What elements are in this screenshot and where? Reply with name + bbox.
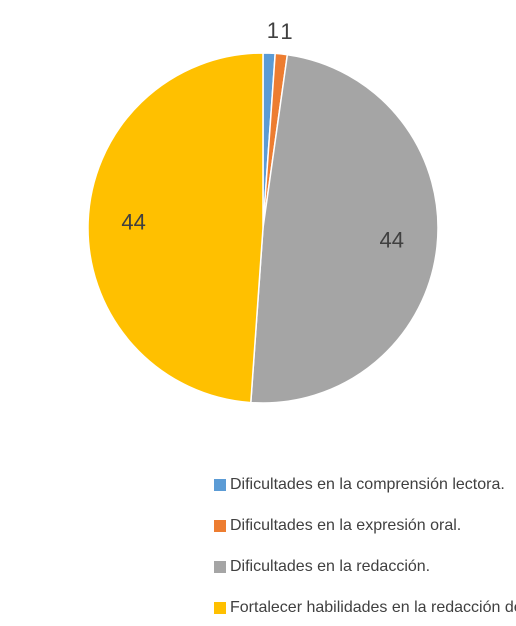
pie-slice <box>87 52 264 404</box>
data-label: 44 <box>121 209 145 234</box>
pie-slice <box>249 53 439 404</box>
legend-label: Fortalecer habilidades en la redacción d… <box>230 599 516 616</box>
legend-swatch <box>214 561 226 573</box>
legend-swatch <box>214 602 226 614</box>
legend-label: Dificultades en la expresión oral. <box>230 517 461 534</box>
legend-swatch <box>214 479 226 491</box>
legend-label: Dificultades en la comprensión lectora. <box>230 476 505 493</box>
data-label: 44 <box>380 227 404 252</box>
data-label: 1 <box>280 19 292 44</box>
legend-swatch <box>214 520 226 532</box>
legend-label: Dificultades en la redacción. <box>230 558 430 575</box>
data-label: 1 <box>267 18 279 43</box>
